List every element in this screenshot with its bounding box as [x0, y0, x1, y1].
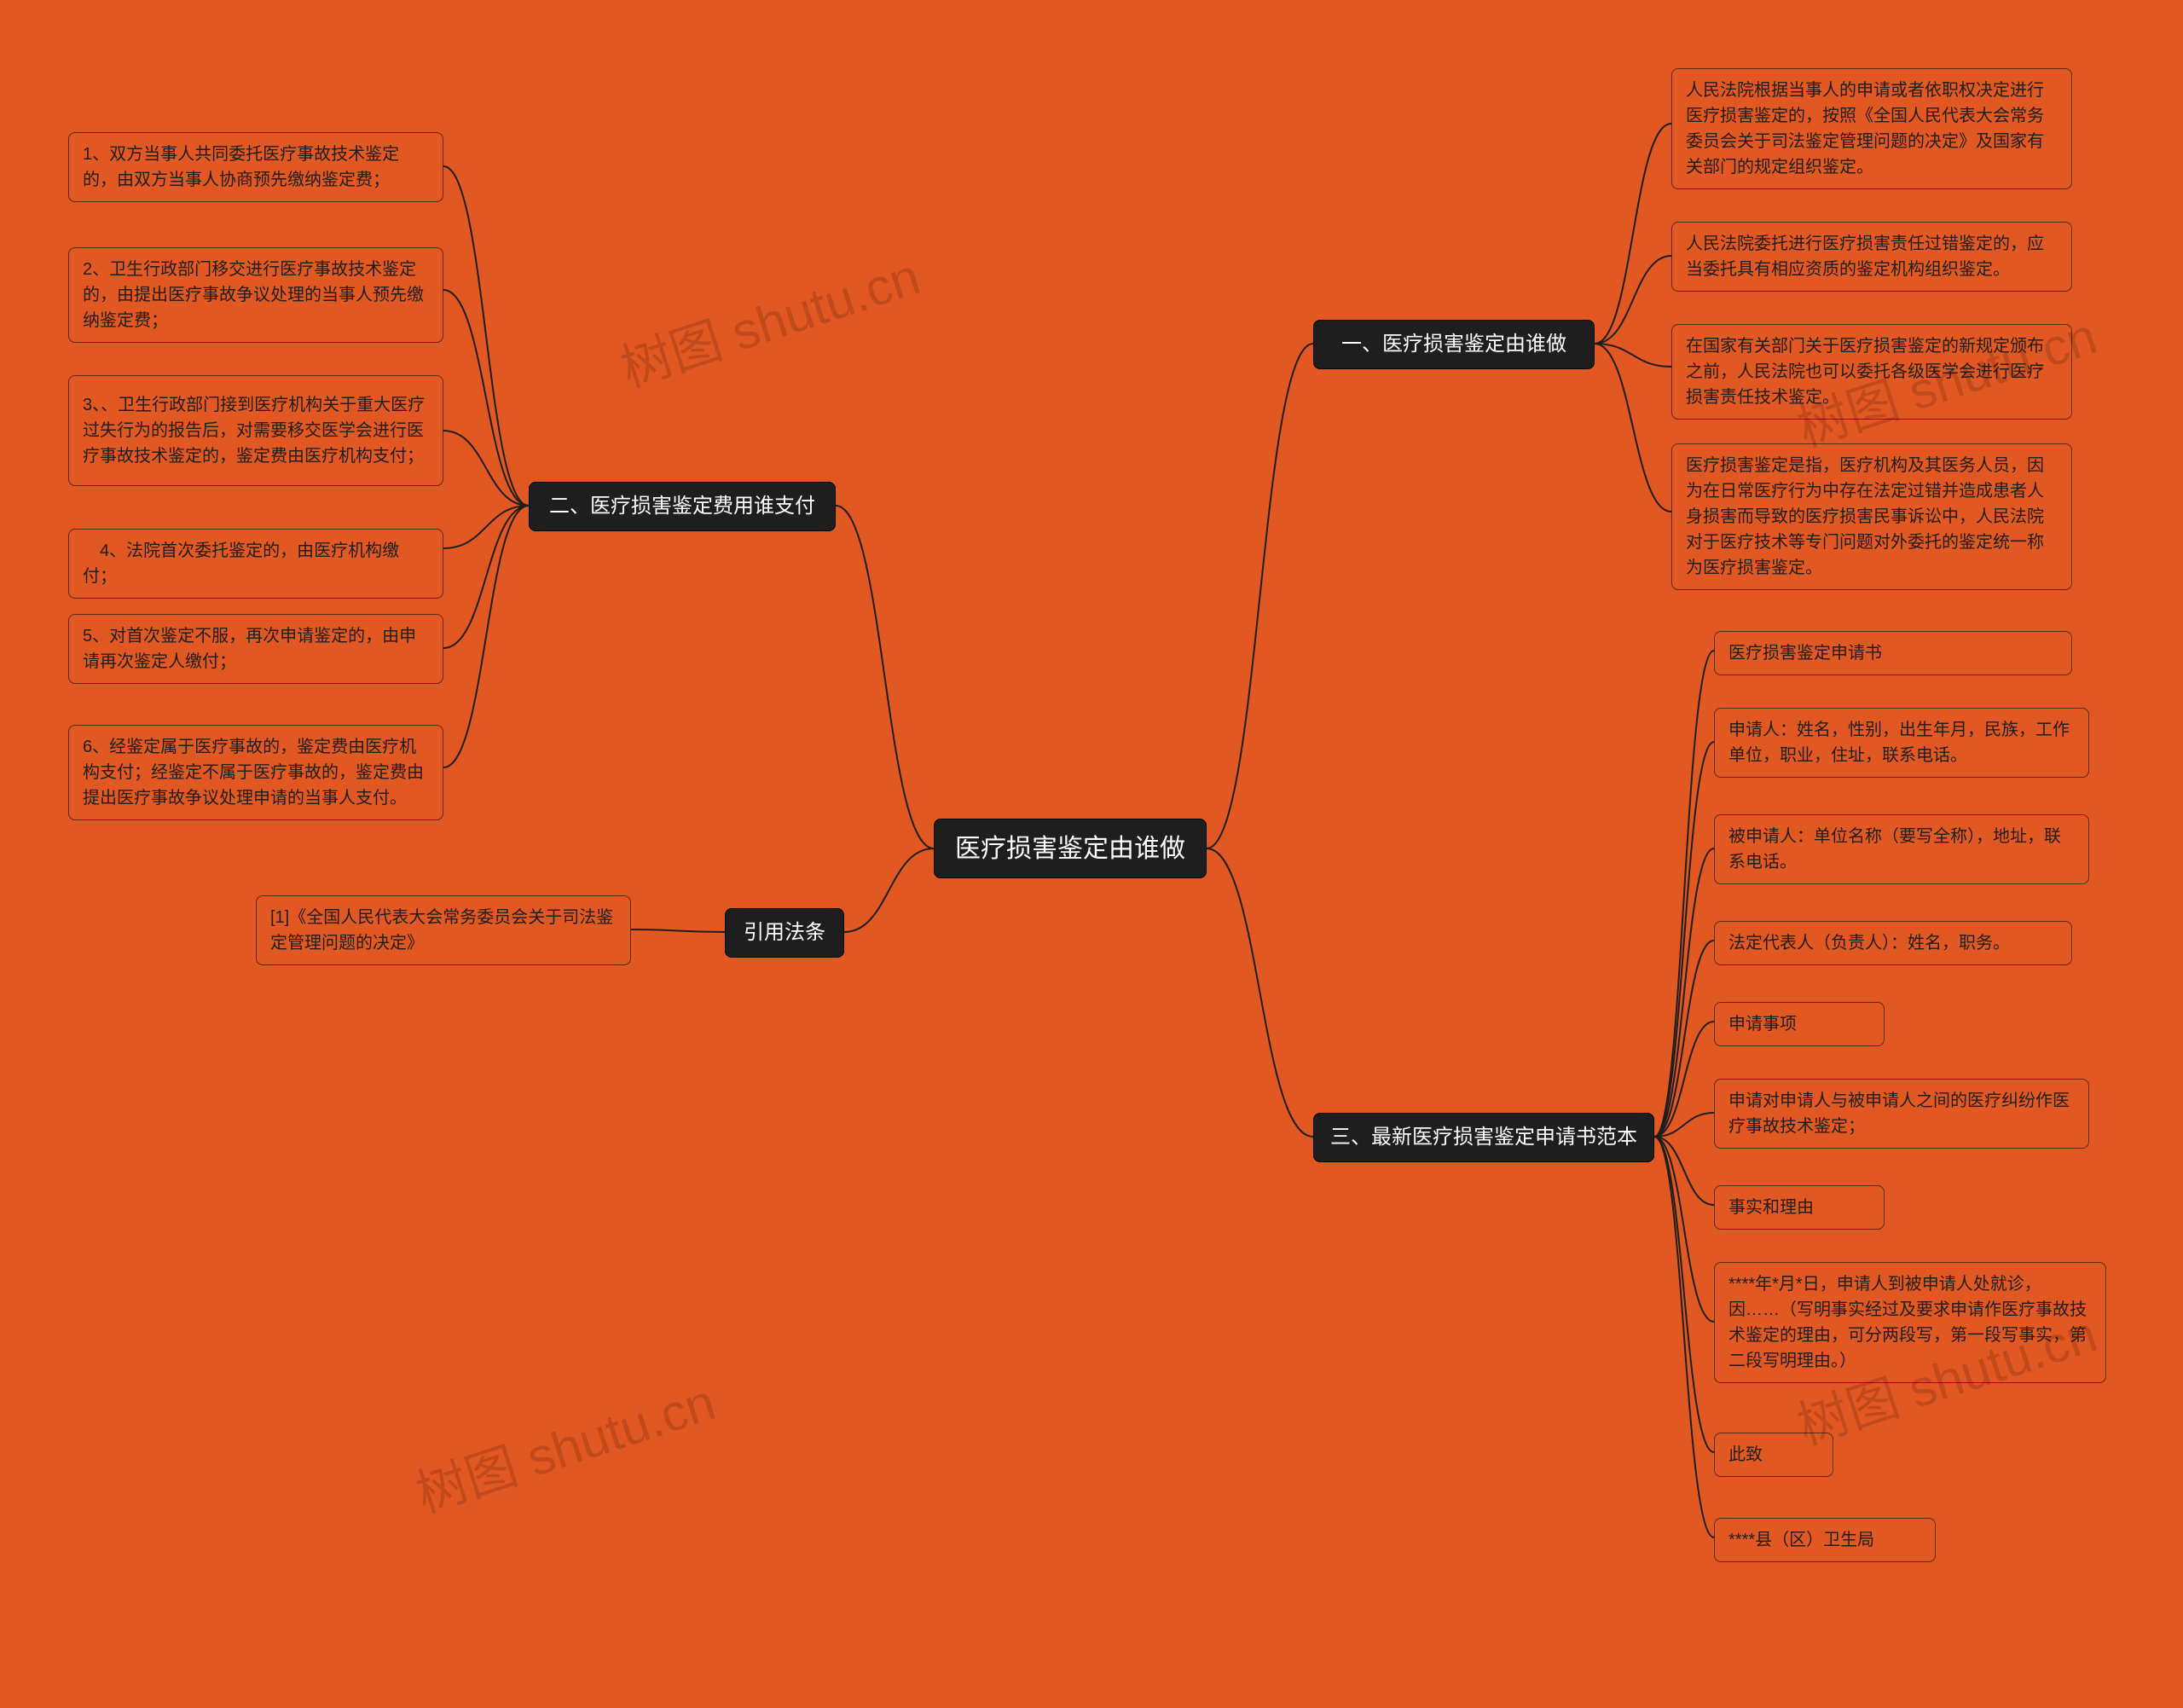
leaf-b1l2-label: 人民法院委托进行医疗损害责任过错鉴定的，应当委托具有相应资质的鉴定机构组织鉴定。	[1686, 231, 2058, 282]
branch-b1: 一、医疗损害鉴定由谁做	[1313, 320, 1595, 369]
branch-b4: 引用法条	[725, 908, 844, 958]
leaf-b1l2: 人民法院委托进行医疗损害责任过错鉴定的，应当委托具有相应资质的鉴定机构组织鉴定。	[1671, 222, 2072, 292]
leaf-b1l3-label: 在国家有关部门关于医疗损害鉴定的新规定颁布之前，人民法院也可以委托各级医学会进行…	[1686, 333, 2058, 410]
leaf-b3l7-label: 事实和理由	[1728, 1195, 1814, 1220]
root-node: 医疗损害鉴定由谁做	[934, 819, 1207, 878]
leaf-b2l3: 3、、卫生行政部门接到医疗机构关于重大医疗过失行为的报告后，对需要移交医学会进行…	[68, 375, 443, 486]
leaf-b2l6: 6、经鉴定属于医疗事故的，鉴定费由医疗机构支付；经鉴定不属于医疗事故的，鉴定费由…	[68, 725, 443, 820]
leaf-b3l1: 医疗损害鉴定申请书	[1714, 631, 2072, 675]
leaf-b4l1: [1]《全国人民代表大会常务委员会关于司法鉴定管理问题的决定》	[256, 895, 631, 965]
leaf-b2l4-label: 4、法院首次委托鉴定的，由医疗机构缴付；	[83, 538, 429, 589]
leaf-b1l4: 医疗损害鉴定是指，医疗机构及其医务人员，因为在日常医疗行为中存在法定过错并造成患…	[1671, 443, 2072, 590]
leaf-b2l2-label: 2、卫生行政部门移交进行医疗事故技术鉴定的，由提出医疗事故争议处理的当事人预先缴…	[83, 257, 429, 333]
leaf-b3l8-label: ****年*月*日，申请人到被申请人处就诊，因……（写明事实经过及要求申请作医疗…	[1728, 1271, 2092, 1374]
branch-b3-label: 三、最新医疗损害鉴定申请书范本	[1330, 1122, 1637, 1153]
branch-b2-label: 二、医疗损害鉴定费用谁支付	[549, 491, 815, 522]
leaf-b3l9: 此致	[1714, 1433, 1833, 1477]
leaf-b1l1: 人民法院根据当事人的申请或者依职权决定进行医疗损害鉴定的，按照《全国人民代表大会…	[1671, 68, 2072, 189]
root-node-label: 医疗损害鉴定由谁做	[955, 830, 1185, 868]
leaf-b3l2: 申请人：姓名，性别，出生年月，民族，工作单位，职业，住址，联系电话。	[1714, 708, 2089, 778]
leaf-b3l9-label: 此致	[1728, 1442, 1763, 1468]
leaf-b2l2: 2、卫生行政部门移交进行医疗事故技术鉴定的，由提出医疗事故争议处理的当事人预先缴…	[68, 247, 443, 343]
branch-b2: 二、医疗损害鉴定费用谁支付	[529, 482, 836, 531]
leaf-b2l4: 4、法院首次委托鉴定的，由医疗机构缴付；	[68, 529, 443, 599]
branch-b1-label: 一、医疗损害鉴定由谁做	[1341, 329, 1566, 360]
watermark: 树图 shutu.cn	[405, 1361, 723, 1527]
leaf-b3l3-label: 被申请人：单位名称（要写全称），地址，联系电话。	[1728, 824, 2075, 875]
branch-b3: 三、最新医疗损害鉴定申请书范本	[1313, 1113, 1654, 1162]
branch-b4-label: 引用法条	[744, 918, 825, 948]
leaf-b3l4-label: 法定代表人（负责人）：姓名，职务。	[1728, 930, 2010, 956]
mindmap-canvas: 医疗损害鉴定由谁做 一、医疗损害鉴定由谁做 人民法院根据当事人的申请或者依职权决定进…	[0, 0, 2183, 1708]
leaf-b3l2-label: 申请人：姓名，性别，出生年月，民族，工作单位，职业，住址，联系电话。	[1728, 717, 2075, 768]
leaf-b3l6: 申请对申请人与被申请人之间的医疗纠纷作医疗事故技术鉴定；	[1714, 1079, 2089, 1149]
leaf-b3l6-label: 申请对申请人与被申请人之间的医疗纠纷作医疗事故技术鉴定；	[1728, 1088, 2075, 1139]
leaf-b4l1-label: [1]《全国人民代表大会常务委员会关于司法鉴定管理问题的决定》	[270, 905, 617, 956]
leaf-b2l6-label: 6、经鉴定属于医疗事故的，鉴定费由医疗机构支付；经鉴定不属于医疗事故的，鉴定费由…	[83, 734, 429, 811]
leaf-b3l10: ****县（区）卫生局	[1714, 1518, 1936, 1562]
leaf-b2l3-label: 3、、卫生行政部门接到医疗机构关于重大医疗过失行为的报告后，对需要移交医学会进行…	[83, 392, 429, 469]
watermark: 树图 shutu.cn	[610, 235, 928, 402]
leaf-b3l5-label: 申请事项	[1728, 1011, 1797, 1037]
leaf-b3l7: 事实和理由	[1714, 1185, 1885, 1230]
leaf-b2l1: 1、双方当事人共同委托医疗事故技术鉴定的，由双方当事人协商预先缴纳鉴定费；	[68, 132, 443, 202]
leaf-b2l1-label: 1、双方当事人共同委托医疗事故技术鉴定的，由双方当事人协商预先缴纳鉴定费；	[83, 142, 429, 193]
leaf-b3l3: 被申请人：单位名称（要写全称），地址，联系电话。	[1714, 814, 2089, 884]
leaf-b2l5-label: 5、对首次鉴定不服，再次申请鉴定的，由申请再次鉴定人缴付；	[83, 623, 429, 675]
leaf-b3l1-label: 医疗损害鉴定申请书	[1728, 640, 1882, 666]
leaf-b1l3: 在国家有关部门关于医疗损害鉴定的新规定颁布之前，人民法院也可以委托各级医学会进行…	[1671, 324, 2072, 420]
leaf-b2l5: 5、对首次鉴定不服，再次申请鉴定的，由申请再次鉴定人缴付；	[68, 614, 443, 684]
leaf-b3l10-label: ****县（区）卫生局	[1728, 1527, 1874, 1553]
leaf-b1l1-label: 人民法院根据当事人的申请或者依职权决定进行医疗损害鉴定的，按照《全国人民代表大会…	[1686, 78, 2058, 180]
leaf-b1l4-label: 医疗损害鉴定是指，医疗机构及其医务人员，因为在日常医疗行为中存在法定过错并造成患…	[1686, 453, 2058, 581]
leaf-b3l4: 法定代表人（负责人）：姓名，职务。	[1714, 921, 2072, 965]
leaf-b3l8: ****年*月*日，申请人到被申请人处就诊，因……（写明事实经过及要求申请作医疗…	[1714, 1262, 2106, 1383]
leaf-b3l5: 申请事项	[1714, 1002, 1885, 1046]
